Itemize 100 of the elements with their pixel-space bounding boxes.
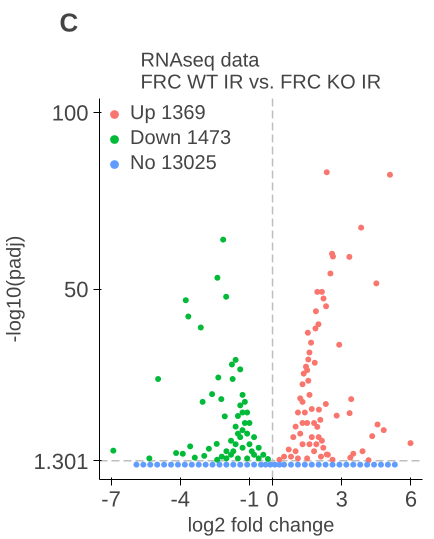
point [223,462,230,468]
point [214,274,220,281]
point [155,376,162,382]
chart-title: RNAseq data FRC WT IR vs. FRC KO IR [140,50,382,94]
point [232,441,239,448]
point [230,448,236,454]
point [384,462,391,468]
point [110,448,116,454]
point [336,462,342,468]
point [316,462,322,468]
x-tick-label: 3 [336,486,348,512]
point [174,462,181,468]
point [288,462,294,468]
point [392,462,398,468]
point [281,462,288,468]
point [196,462,202,468]
point [242,420,248,426]
point [256,444,262,451]
point [133,462,140,468]
x-tick-label: -1 [240,486,260,512]
point [350,462,356,468]
point [228,362,235,368]
point [234,413,241,419]
y-tick-label: 1.301 [33,448,89,474]
point [308,462,315,468]
point [256,455,262,462]
text: C [60,8,78,38]
point [240,427,246,434]
point [222,413,228,420]
x-tick-label: -7 [101,486,121,512]
point [202,462,209,468]
point [218,396,224,402]
point [161,462,168,468]
point [214,456,220,463]
point [140,462,146,468]
point [264,456,271,462]
point [343,462,350,468]
y-tick-label: 100 [52,100,89,126]
legend-label: Down 1473 [130,127,232,150]
point [230,376,236,382]
point [230,462,236,468]
legend-label: No 13025 [130,152,217,175]
point [201,452,208,459]
point [248,448,255,454]
point [223,455,230,462]
point [223,294,230,300]
point [215,374,222,381]
point [168,462,174,468]
x-tick-label: 0 [266,486,279,512]
point [187,443,194,450]
point [185,314,192,320]
point [206,446,212,452]
point [294,462,301,468]
point [246,441,252,448]
point [234,455,241,462]
legend-label: Up 1369 [130,102,206,125]
point [214,440,220,447]
point [209,391,216,398]
point [251,434,258,440]
point [232,424,239,430]
point [371,462,378,468]
point [330,462,336,468]
point [154,462,160,468]
point [210,462,216,468]
y-axis-title: -log10(padj) [3,236,26,342]
point [244,455,250,462]
point [216,462,222,468]
point [251,462,258,468]
point [180,450,186,457]
point [182,297,189,304]
x-tick-label: -4 [170,486,190,512]
point [302,462,308,468]
x-tick-label: 6 [404,486,418,512]
point [188,462,195,468]
point [146,455,152,462]
point [237,462,244,468]
point [237,366,244,372]
point [322,462,329,468]
point [198,324,204,330]
y-tick-label: 50 [64,277,89,302]
point [173,450,180,456]
point [192,454,198,461]
point [244,430,250,437]
point [240,392,246,398]
point [240,444,246,451]
point [242,398,248,405]
point [232,356,239,363]
point [220,236,226,243]
point [147,462,154,468]
point [223,448,230,454]
point [260,452,266,458]
point [378,462,384,468]
x-axis-title: log2 fold change [188,514,334,536]
point [234,430,241,437]
point [200,398,206,405]
point [244,462,250,468]
point [182,462,188,468]
point [357,462,364,468]
point [228,438,234,444]
point [364,462,370,468]
